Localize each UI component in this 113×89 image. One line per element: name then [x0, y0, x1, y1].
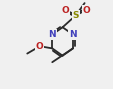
Text: N: N	[48, 30, 56, 39]
Text: O: O	[61, 6, 69, 15]
Text: O: O	[82, 6, 89, 15]
Text: O: O	[36, 42, 43, 51]
Text: N: N	[68, 30, 76, 39]
Text: S: S	[72, 11, 79, 20]
